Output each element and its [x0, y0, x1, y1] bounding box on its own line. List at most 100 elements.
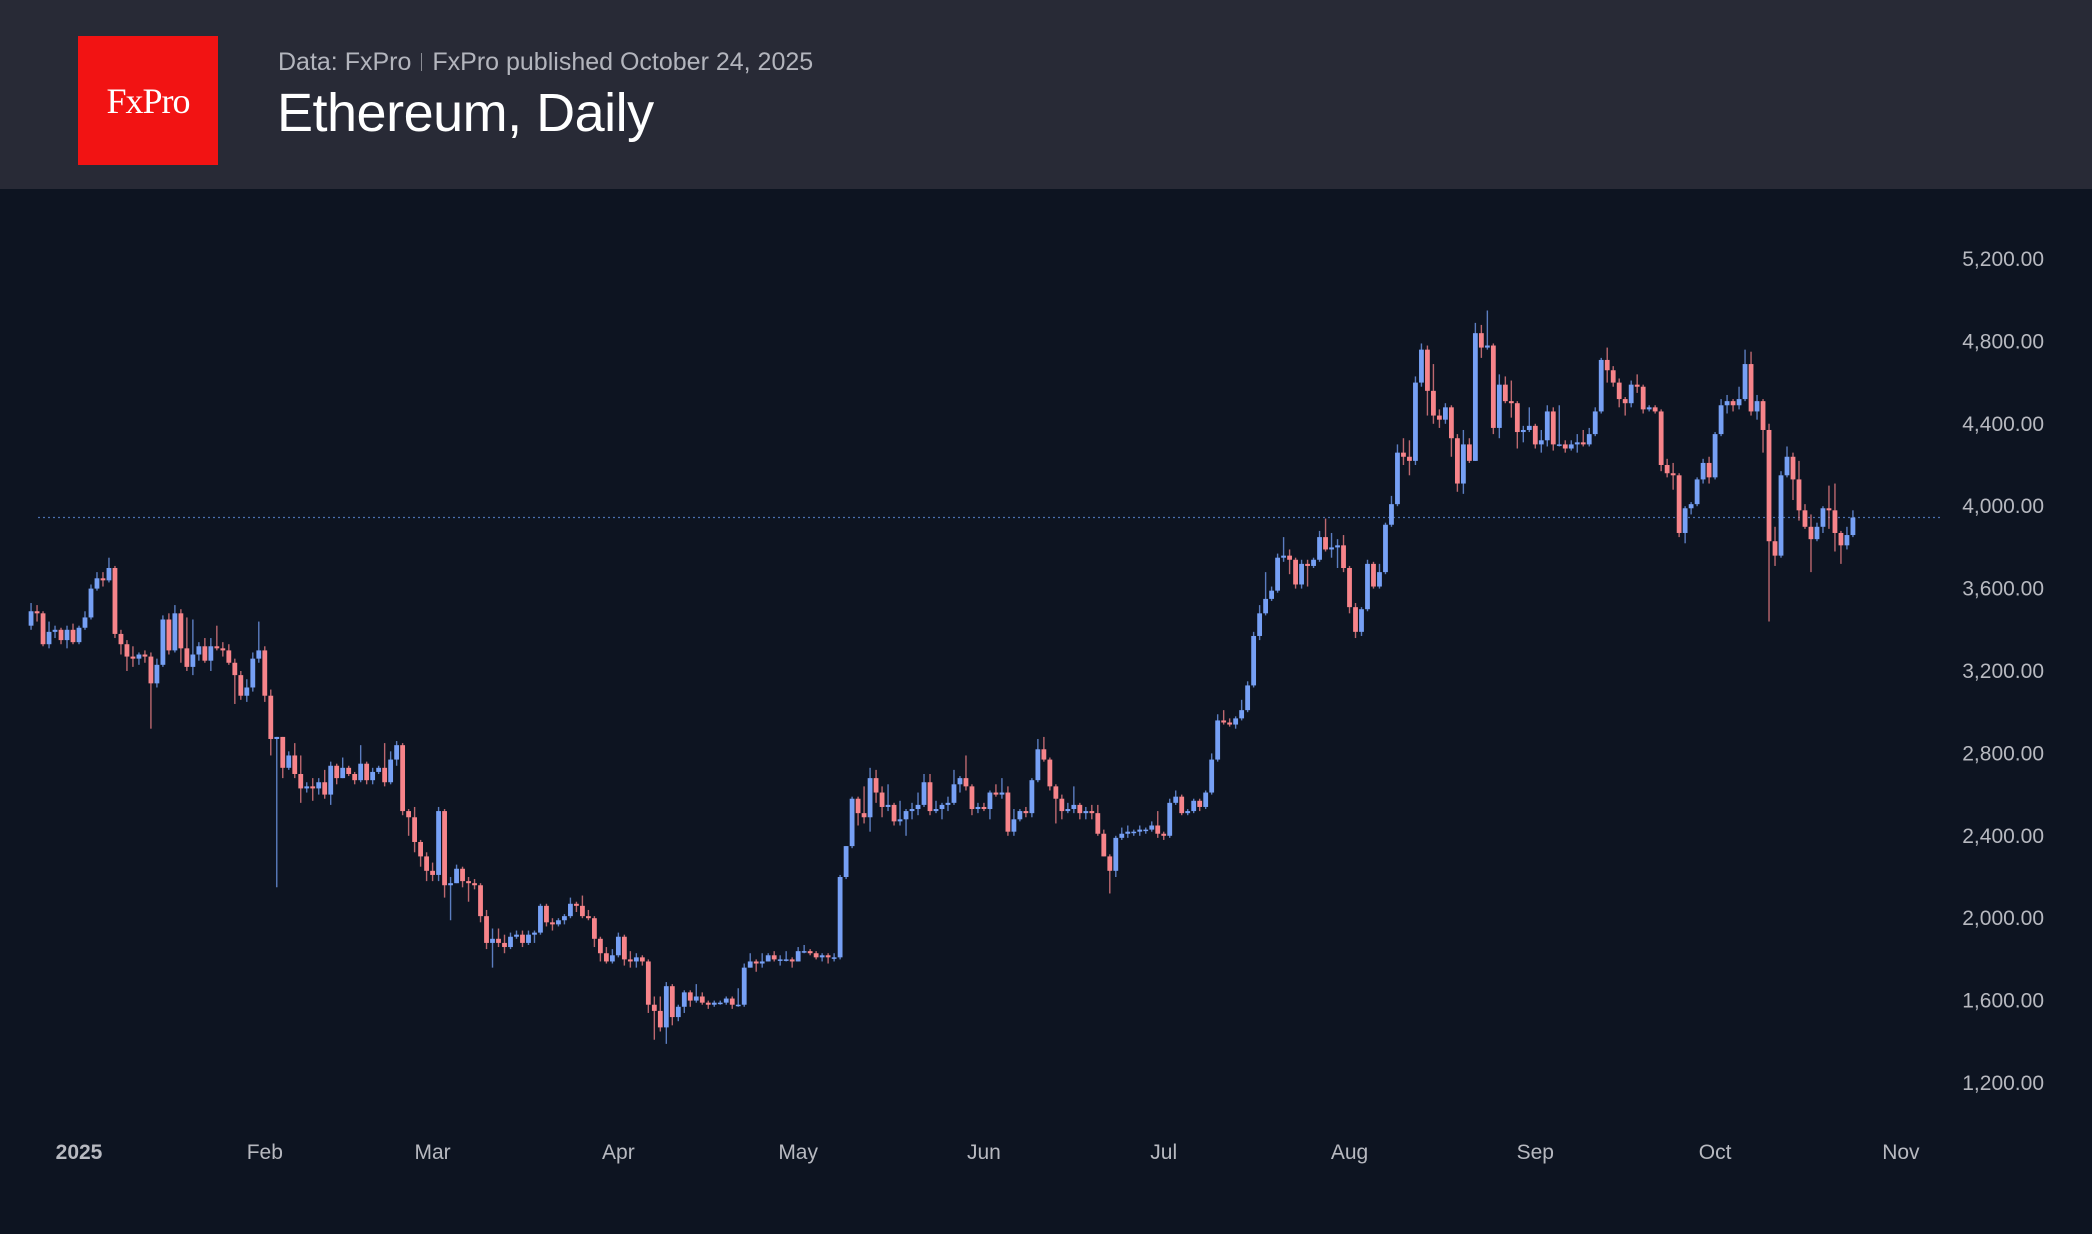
candle [663, 982, 669, 1044]
candle [1071, 786, 1077, 814]
candle [1359, 607, 1364, 636]
candle [729, 996, 735, 1009]
y-tick-label: 4,800.00 [1962, 330, 2044, 353]
candle-body [538, 905, 543, 933]
candle-body [196, 646, 202, 655]
candle-body [154, 664, 160, 684]
candle [466, 877, 471, 902]
y-tick-label: 3,200.00 [1962, 660, 2044, 683]
candle-body [837, 877, 843, 958]
candle [1305, 559, 1310, 587]
candle [609, 949, 615, 964]
candle [1784, 446, 1790, 478]
candle-body [993, 792, 999, 795]
candle [160, 615, 166, 667]
candle-body [753, 961, 759, 964]
candle-body [813, 953, 819, 958]
candle [759, 953, 765, 968]
candle [304, 782, 310, 793]
candle [256, 621, 262, 663]
candle [202, 638, 208, 663]
candle [1239, 699, 1245, 721]
candle-body [1460, 444, 1466, 484]
candle-body [148, 656, 154, 684]
candle-body [1101, 833, 1107, 857]
candle [358, 745, 364, 783]
candle [903, 809, 909, 836]
candlestick-chart: 1,200.00 1,600.00 2,000.00 2,400.00 2,800.00… [28, 248, 2044, 1164]
candle-body [298, 774, 304, 789]
candle-body [747, 961, 753, 968]
candle-body [1215, 720, 1221, 760]
candle-body [1850, 517, 1856, 536]
candle-body [717, 1002, 723, 1005]
candle [885, 784, 891, 812]
candle-body [1742, 364, 1748, 400]
candle-body [1826, 508, 1832, 511]
candle [274, 736, 280, 888]
candle [1299, 559, 1304, 589]
y-tick-label: 1,200.00 [1962, 1072, 2044, 1095]
candle-body [1802, 510, 1808, 527]
candle [1604, 347, 1610, 383]
x-tick-label: Aug [1331, 1141, 1368, 1164]
candle [1377, 563, 1382, 589]
candle [340, 757, 346, 779]
candle-body [1275, 557, 1280, 591]
candle-body [1065, 809, 1071, 812]
candle-body [376, 767, 382, 772]
candle-body [1580, 442, 1586, 445]
candle [1347, 565, 1352, 614]
candle-body [1736, 399, 1742, 406]
candle-body [88, 588, 94, 618]
candle-body [831, 957, 837, 959]
candle-body [310, 786, 316, 789]
candle-body [729, 998, 735, 1005]
candle [586, 909, 591, 921]
candle-body [1293, 559, 1298, 585]
candle [1209, 753, 1215, 795]
candle-body [1748, 364, 1754, 412]
candle-body [1077, 804, 1083, 814]
candle-body [256, 650, 262, 659]
fxpro-logo: FxPro [78, 36, 218, 165]
candle [184, 617, 190, 671]
candle [1311, 557, 1316, 568]
candle [334, 763, 340, 785]
candle-body [693, 996, 699, 1001]
candle-body [819, 955, 825, 958]
candle-body [466, 881, 471, 884]
candle-body [1413, 382, 1418, 461]
candle [490, 928, 495, 968]
candle [1263, 572, 1269, 616]
candle-body [520, 934, 525, 943]
candle-body [1095, 813, 1101, 834]
candle-body [759, 961, 765, 964]
candle-body [939, 804, 945, 810]
candle [1526, 407, 1532, 433]
candle [232, 658, 238, 704]
candle-body [28, 611, 34, 626]
candle [130, 646, 136, 667]
candle [1407, 440, 1412, 476]
candle-body [1514, 403, 1520, 433]
candle [987, 790, 993, 820]
candle [268, 689, 274, 756]
candle [1706, 456, 1712, 484]
candle-body [364, 763, 370, 781]
candle-body [226, 650, 232, 663]
candle-body [1089, 811, 1095, 814]
candle-body [448, 883, 453, 886]
candle [1796, 460, 1802, 521]
candle-body [771, 955, 777, 960]
candle [250, 652, 256, 692]
candle-body [1772, 541, 1778, 556]
candle-body [322, 782, 328, 795]
candle [591, 916, 597, 948]
candle [406, 809, 412, 836]
x-tick-label: Feb [247, 1141, 283, 1164]
candle [1401, 438, 1406, 465]
candle [1437, 409, 1442, 428]
candle [1413, 376, 1418, 465]
candle-body [591, 918, 597, 939]
